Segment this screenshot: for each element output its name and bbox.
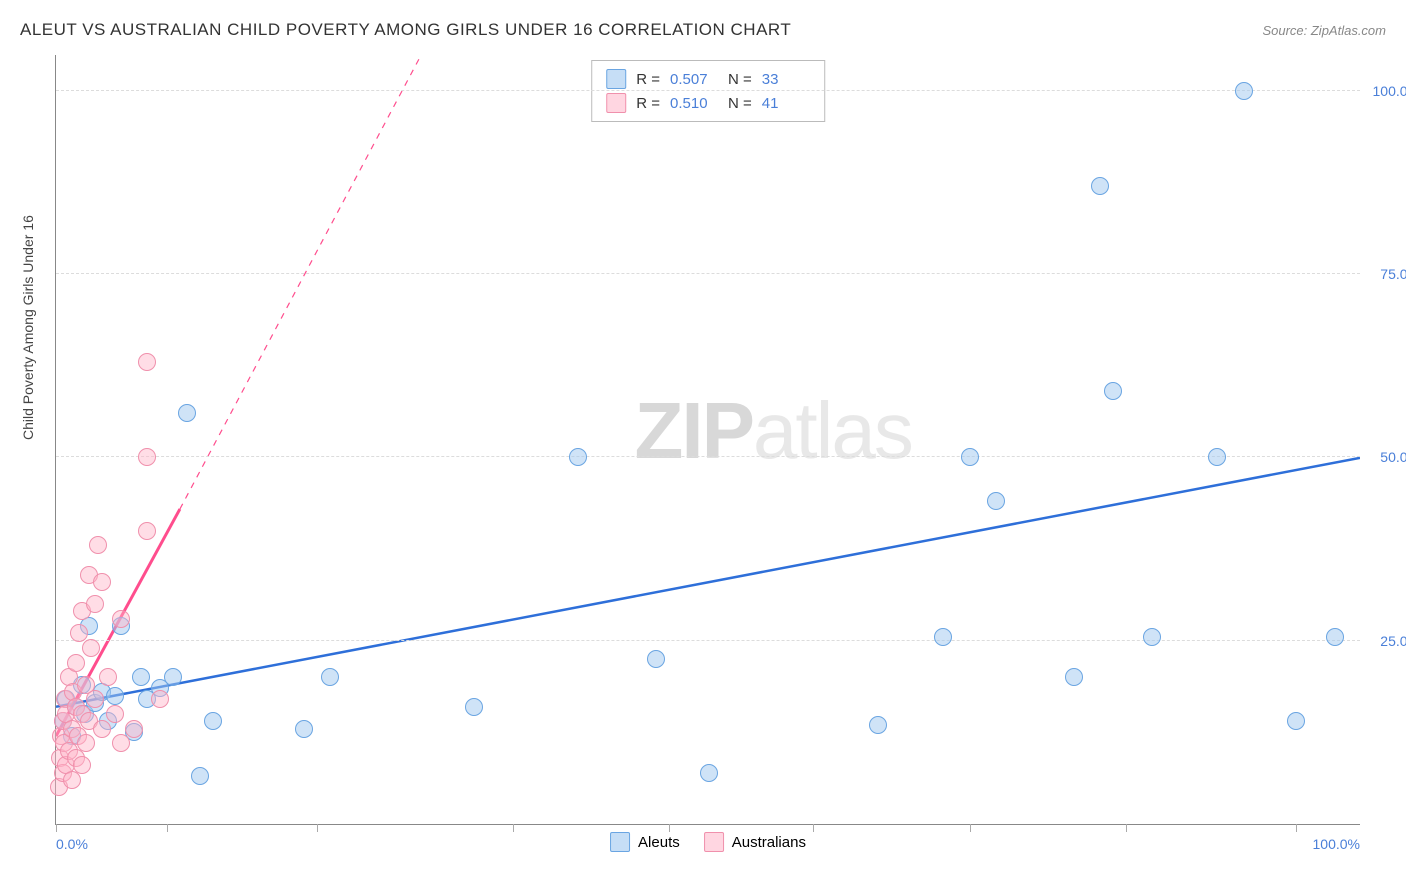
n-equals-label: N = <box>728 71 752 88</box>
data-point-pink <box>106 705 124 723</box>
chart-title: ALEUT VS AUSTRALIAN CHILD POVERTY AMONG … <box>20 20 791 40</box>
data-point-blue <box>191 767 209 785</box>
n-equals-label: N = <box>728 95 752 112</box>
r-value-aleuts: 0.507 <box>670 71 718 88</box>
data-point-blue <box>1326 628 1344 646</box>
y-tick-label: 50.0% <box>1380 449 1406 465</box>
x-tick-mark <box>669 824 670 832</box>
x-tick-mark <box>1296 824 1297 832</box>
data-point-pink <box>73 756 91 774</box>
swatch-pink-icon <box>704 832 724 852</box>
data-point-blue <box>987 492 1005 510</box>
data-point-pink <box>99 668 117 686</box>
r-value-australians: 0.510 <box>670 95 718 112</box>
correlation-stats-box: R = 0.507 N = 33 R = 0.510 N = 41 <box>591 60 825 122</box>
data-point-blue <box>465 698 483 716</box>
x-tick-mark <box>317 824 318 832</box>
data-point-pink <box>125 720 143 738</box>
chart-source: Source: ZipAtlas.com <box>1262 23 1386 38</box>
trend-line <box>180 55 421 509</box>
x-tick-mark <box>167 824 168 832</box>
chart-header: ALEUT VS AUSTRALIAN CHILD POVERTY AMONG … <box>20 20 1386 40</box>
data-point-pink <box>67 654 85 672</box>
data-point-pink <box>138 448 156 466</box>
y-tick-label: 100.0% <box>1373 83 1406 99</box>
data-point-pink <box>89 536 107 554</box>
legend-item-aleuts: Aleuts <box>610 832 680 852</box>
r-equals-label: R = <box>636 71 660 88</box>
n-value-australians: 41 <box>762 95 810 112</box>
y-tick-label: 75.0% <box>1380 266 1406 282</box>
swatch-blue-icon <box>606 69 626 89</box>
legend-item-australians: Australians <box>704 832 806 852</box>
trend-line <box>56 458 1360 707</box>
data-point-blue <box>204 712 222 730</box>
data-point-pink <box>112 610 130 628</box>
data-point-blue <box>321 668 339 686</box>
data-point-blue <box>1091 177 1109 195</box>
n-value-aleuts: 33 <box>762 71 810 88</box>
gridline <box>56 640 1360 641</box>
data-point-pink <box>138 353 156 371</box>
data-point-blue <box>178 404 196 422</box>
data-point-blue <box>164 668 182 686</box>
data-point-blue <box>869 716 887 734</box>
y-axis-label: Child Poverty Among Girls Under 16 <box>20 215 36 440</box>
stats-row-australians: R = 0.510 N = 41 <box>606 91 810 115</box>
legend-label: Australians <box>732 834 806 851</box>
data-point-blue <box>106 687 124 705</box>
data-point-blue <box>1208 448 1226 466</box>
x-tick-mark <box>513 824 514 832</box>
data-point-pink <box>77 734 95 752</box>
legend-label: Aleuts <box>638 834 680 851</box>
data-point-blue <box>1287 712 1305 730</box>
r-equals-label: R = <box>636 95 660 112</box>
data-point-blue <box>934 628 952 646</box>
data-point-blue <box>700 764 718 782</box>
gridline <box>56 90 1360 91</box>
data-point-blue <box>1235 82 1253 100</box>
trend-lines-svg <box>56 55 1360 824</box>
data-point-pink <box>138 522 156 540</box>
data-point-blue <box>1104 382 1122 400</box>
data-point-blue <box>295 720 313 738</box>
x-tick-mark <box>813 824 814 832</box>
gridline <box>56 456 1360 457</box>
swatch-blue-icon <box>610 832 630 852</box>
gridline <box>56 273 1360 274</box>
x-tick-mark <box>56 824 57 832</box>
data-point-blue <box>1065 668 1083 686</box>
data-point-blue <box>569 448 587 466</box>
x-axis-min-label: 0.0% <box>56 836 88 852</box>
data-point-pink <box>93 720 111 738</box>
data-point-blue <box>961 448 979 466</box>
data-point-pink <box>112 734 130 752</box>
x-axis-max-label: 100.0% <box>1313 836 1360 852</box>
plot-area: ZIPatlas R = 0.507 N = 33 R = 0.510 N = … <box>55 55 1360 825</box>
watermark: ZIPatlas <box>634 384 911 476</box>
data-point-pink <box>86 690 104 708</box>
data-point-blue <box>1143 628 1161 646</box>
data-point-blue <box>132 668 150 686</box>
swatch-pink-icon <box>606 93 626 113</box>
data-point-pink <box>82 639 100 657</box>
x-tick-mark <box>1126 824 1127 832</box>
data-point-pink <box>151 690 169 708</box>
data-point-blue <box>647 650 665 668</box>
stats-row-aleuts: R = 0.507 N = 33 <box>606 67 810 91</box>
data-point-pink <box>86 595 104 613</box>
y-tick-label: 25.0% <box>1380 633 1406 649</box>
series-legend: Aleuts Australians <box>610 832 806 852</box>
x-tick-mark <box>970 824 971 832</box>
data-point-pink <box>93 573 111 591</box>
